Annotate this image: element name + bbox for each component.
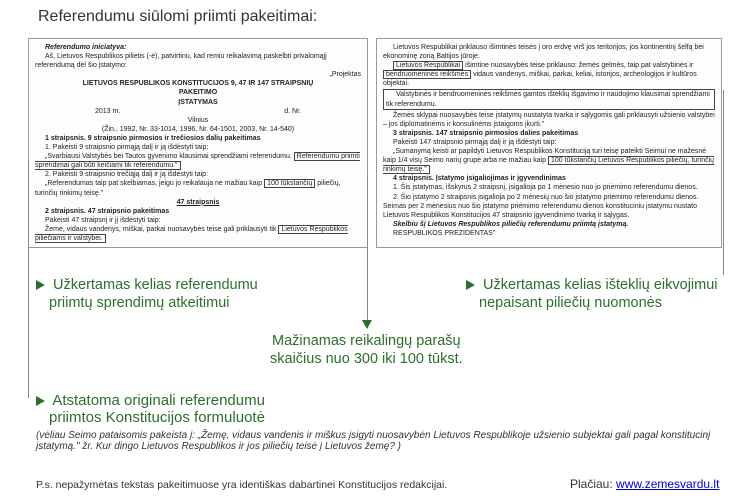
annotation-2-line1: Užkertamas kelias išteklių eikvojimui [483,277,718,293]
footer-more: Plačiau: www.zemesvardu.lt [570,477,719,491]
annotation-3-line1: Mažinamas reikalingų parašų [272,333,461,349]
annotation-4-line2: priimtos Konstitucijos formuluotė [49,409,265,426]
art2-q1a: Žemė, vidaus vandenys, miškai, parkai nu… [45,226,277,233]
art4-p1: 1. Šis įstatymas, išskyrus 2 straipsnį, … [383,183,715,192]
art1-q2: „Referendumas taip pat skelbiamas, jeigu… [35,179,361,197]
art2-q1: Žemė, vidaus vandenys, miškai, parkai nu… [35,225,361,243]
art1-q2b-boxed: 100 tūkstančių [264,179,315,188]
date-right: d. Nr. [284,107,301,116]
art1-q1: „Svarbiausi Valstybės bei Tautos gyvenim… [35,152,361,170]
art1-p1: 1. Pakeisti 9 straipsnio pirmąją dalį ir… [35,143,361,152]
r2b: išimtine nuosavybės teise priklauso: žem… [465,62,693,69]
page-title: Referendumu siūlomi priimti pakeitimai: [38,8,317,26]
initiative-label: Referendumo iniciatyva: [35,43,361,52]
annotation-3: Mažinamas reikalingų parašų skaičius nuo… [270,332,463,368]
art1-title: 1 straipsnis. 9 straipsnio pirmosios ir … [35,134,361,143]
zin: (Žin., 1992, Nr. 33-1014, 1996, Nr. 64-1… [35,125,361,134]
document-left-panel: Referendumo iniciatyva: Aš, Lietuvos Res… [28,38,368,248]
connector-line [28,243,29,398]
annotation-3-line2: skaičius nuo 300 iki 100 tūkst. [270,351,463,367]
connector-line [367,175,368,325]
city: Vilnius [35,116,361,125]
footer-more-label: Plačiau: [570,477,613,491]
intro-text: Aš, Lietuvos Respublikos pilietis (-ė), … [35,52,361,70]
arrow-right-icon [36,396,45,406]
arrow-right-icon [36,280,45,290]
annotation-2-line2: nepaisant piliečių nuomonės [479,295,662,311]
annotation-4-subnote: (vėliau Seimo pataisomis pakeista į: „Že… [36,430,726,452]
call: Skelbiu šį Lietuvos Respublikos piliečių… [383,220,715,229]
art4-p2: 2. Šio įstatymo 2 straipsnis įsigalioja … [383,193,715,220]
connector-line [723,90,724,275]
art1-q2a: „Referendumas taip pat skelbiamas, jeigu… [45,180,262,187]
art3-title: 3 straipsnis. 147 straipsnio pirmosios d… [383,129,715,138]
date-left: 2013 m. [95,107,120,116]
r1: Lietuvos Respublikai priklauso išimtinės… [383,43,715,61]
r4: Žemės sklypai nuosavybės teise įstatymų … [383,111,715,129]
art1-p2: 2. Pakeisti 9 straipsnio trečiąją dalį i… [35,170,361,179]
art3-p1: Pakeisti 147 straipsnio pirmąją dalį ir … [383,138,715,147]
footer-ps: P.s. nepažymėtas tekstas pakeitimuose yr… [36,479,447,491]
r2a-boxed: Lietuvos Respublikai [393,61,463,70]
art3-q1: „Sumanymą keisti ar papildyti Lietuvos R… [383,147,715,174]
law-title-2: PAKEITIMO [35,88,361,97]
footer-link[interactable]: www.zemesvardu.lt [616,477,719,491]
r2c-boxed: bendruomeninės reikšmės [383,70,471,79]
annotation-1: Užkertamas kelias referendumu priimtų sp… [36,276,258,312]
art2-p1: Pakeisti 47 straipsnį ir jį išdėstyti ta… [35,216,361,225]
annotation-4-line1: Atstatoma originali referendumu [52,392,265,409]
art1-q1a: „Svarbiausi Valstybės bei Tautos gyvenim… [45,153,292,160]
annotation-1-line1: Užkertamas kelias referendumu [53,277,258,293]
document-right-panel: Lietuvos Respublikai priklauso išimtinės… [376,38,722,248]
annotation-1-line2: priimtų sprendimų atkeitimui [49,295,230,311]
arrow-down-icon [362,320,372,329]
project-label: „Projektas [35,70,361,79]
law-title-1: LIETUVOS RESPUBLIKOS KONSTITUCIJOS 9, 47… [35,79,361,88]
pres: RESPUBLIKOS PREZIDENTAS" [383,229,715,238]
r3-boxed: Valstybinės ir bendruomeninės reikšmės g… [383,89,715,109]
law-title-3: ĮSTATYMAS [35,98,361,107]
art47-head: 47 straipsnis [35,198,361,207]
annotation-2: Užkertamas kelias išteklių eikvojimui ne… [466,276,718,312]
art2-title: 2 straipsnis. 47 straipsnio pakeitimas [35,207,361,216]
art4-title: 4 straipsnis. Įstatymo įsigaliojimas ir … [383,174,715,183]
annotation-4: Atstatoma originali referendumu priimtos… [36,392,265,426]
r2: Lietuvos Respublikai išimtine nuosavybės… [383,61,715,88]
arrow-right-icon [466,280,475,290]
